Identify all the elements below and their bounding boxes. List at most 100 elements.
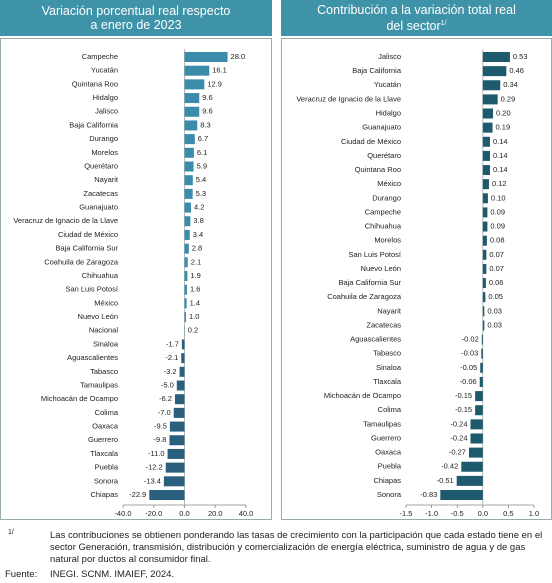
bar (475, 391, 483, 402)
category-label: Ciudad de México (341, 137, 401, 146)
bar (470, 419, 483, 430)
category-label: Guerrero (371, 433, 401, 442)
category-label: Campeche (365, 207, 401, 216)
value-label: -0.51 (437, 476, 454, 485)
category-label: Veracruz de Ignacio de la Llave (13, 216, 118, 225)
value-label: -0.24 (450, 433, 467, 442)
value-label: 0.12 (492, 179, 507, 188)
category-label: Tabasco (373, 349, 401, 358)
category-label: Sonora (94, 476, 119, 485)
value-label: 8.3 (200, 120, 210, 129)
bar (184, 93, 200, 104)
x-tick-label: 1.0 (529, 509, 539, 518)
value-label: -0.24 (450, 419, 467, 428)
value-label: 2.8 (192, 244, 202, 253)
value-label: 9.6 (202, 93, 212, 102)
value-label: 5.4 (196, 175, 206, 184)
bar (165, 462, 185, 473)
category-label: Guerrero (88, 435, 118, 444)
category-label: Sinaloa (93, 339, 119, 348)
bar (184, 79, 205, 90)
value-label: -0.15 (455, 405, 472, 414)
value-label: 0.10 (491, 193, 506, 202)
value-label: 0.14 (493, 165, 508, 174)
category-label: Tamaulipas (80, 380, 118, 389)
value-label: 0.07 (489, 250, 504, 259)
x-tick-label: -1.0 (425, 509, 438, 518)
value-label: -22.9 (129, 490, 146, 499)
category-label: Quintana Roo (72, 79, 118, 88)
x-tick-label: -20.0 (145, 509, 162, 518)
title-text: Contribución a la variación total real d… (317, 2, 516, 34)
category-label: Baja California Sur (55, 244, 118, 253)
value-label: -6.2 (159, 394, 172, 403)
value-label: 0.14 (493, 137, 508, 146)
category-label: Chihuahua (365, 222, 402, 231)
title: Contribución a la variación total real d… (311, 3, 522, 33)
value-label: 6.1 (197, 148, 207, 157)
category-label: Jalisco (378, 52, 401, 61)
category-label: Zacatecas (366, 320, 401, 329)
value-label: 0.46 (509, 66, 524, 75)
category-label: Colima (378, 405, 402, 414)
value-label: 1.0 (189, 312, 199, 321)
bar (482, 235, 487, 246)
source-text: INEGI. SCNM. IMAIEF, 2024. (50, 569, 175, 580)
value-label: 0.20 (496, 109, 511, 118)
value-label: 3.4 (193, 230, 203, 239)
category-label: Tabasco (90, 367, 118, 376)
bar (440, 490, 483, 500)
bar (184, 175, 193, 186)
bar (461, 461, 483, 472)
footnote-text: Las contribuciones se obtienen ponderand… (50, 530, 543, 565)
category-label: Chiapas (373, 476, 401, 485)
bar (480, 362, 483, 373)
category-label: Nacional (89, 326, 119, 335)
value-label: 4.2 (194, 203, 204, 212)
value-label: 0.29 (501, 94, 516, 103)
x-tick-label: 40.0 (239, 509, 254, 518)
bar (184, 65, 210, 76)
category-label: Michoacán de Ocampo (41, 394, 118, 403)
category-label: Guanajuato (362, 123, 401, 132)
value-label: 1.9 (190, 271, 200, 280)
value-label: 0.19 (496, 123, 511, 132)
bar (184, 188, 193, 199)
title: Variación porcentual real respecto a ene… (41, 4, 231, 32)
category-label: Hidalgo (93, 93, 118, 102)
category-label: Zacatecas (83, 189, 118, 198)
bar (482, 193, 488, 204)
bar (470, 433, 483, 444)
bar (482, 179, 489, 190)
header: Contribución a la variación total real d… (281, 0, 552, 36)
value-label: 0.03 (487, 320, 502, 329)
category-label: Hidalgo (376, 109, 401, 118)
category-label: Morelos (374, 236, 401, 245)
bar (482, 136, 490, 147)
category-label: Morelos (91, 148, 118, 157)
value-label: 0.34 (503, 80, 518, 89)
value-label: -0.42 (441, 462, 458, 471)
bar (184, 202, 191, 213)
bar (184, 147, 194, 158)
category-label: Michoacán de Ocampo (324, 391, 401, 400)
category-label: Durango (372, 193, 401, 202)
value-label: 0.03 (487, 306, 502, 315)
value-label: -7.0 (158, 408, 171, 417)
bar (184, 120, 198, 131)
bar (482, 165, 490, 176)
value-label: -9.8 (153, 435, 166, 444)
value-label: -13.4 (144, 476, 161, 485)
bar (456, 475, 483, 486)
bar (482, 263, 487, 274)
value-label: 0.07 (489, 264, 504, 273)
category-label: Yucatán (374, 80, 401, 89)
bar (167, 448, 185, 459)
category-label: Nuevo León (361, 264, 401, 273)
x-tick-label: 0.5 (503, 509, 513, 518)
category-label: Colima (95, 408, 119, 417)
bar (482, 306, 485, 317)
bar (184, 243, 189, 254)
bar (482, 207, 488, 218)
